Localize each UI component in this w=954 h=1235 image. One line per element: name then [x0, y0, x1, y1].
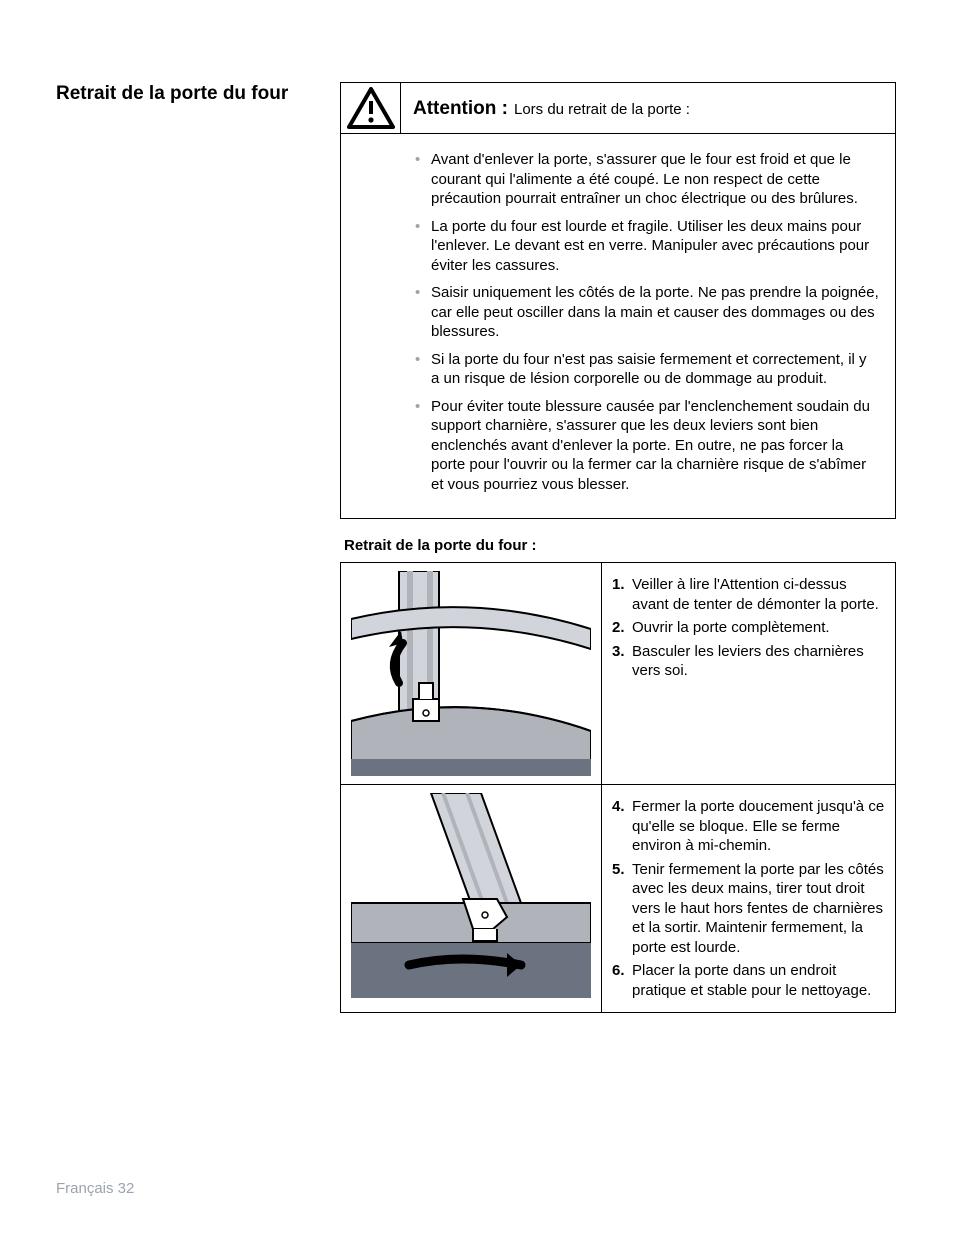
step-text: Fermer la porte doucement jusqu'à ce qu'…: [632, 797, 885, 856]
attention-subtitle: Lors du retrait de la porte :: [514, 101, 690, 118]
attention-body-spacer: [341, 134, 401, 518]
warning-triangle-icon: [347, 87, 395, 129]
step-number: 3.: [612, 642, 632, 681]
step-number: 6.: [612, 961, 632, 1000]
steps-text-cell: 1.Veiller à lire l'Attention ci-dessus a…: [602, 563, 896, 785]
step-item: 2.Ouvrir la porte complètement.: [612, 618, 885, 638]
step-text: Basculer les leviers des charnières vers…: [632, 642, 885, 681]
section-title: Retrait de la porte du four: [56, 82, 316, 106]
step-item: 1.Veiller à lire l'Attention ci-dessus a…: [612, 575, 885, 614]
attention-bullet: La porte du four est lourde et fragile. …: [409, 217, 879, 276]
steps-row: 4.Fermer la porte doucement jusqu'à ce q…: [341, 785, 896, 1013]
step-list: 1.Veiller à lire l'Attention ci-dessus a…: [612, 575, 885, 681]
door-lift-illustration: [351, 793, 591, 998]
step-number: 2.: [612, 618, 632, 638]
attention-body-row: Avant d'enlever la porte, s'assurer que …: [341, 134, 895, 518]
steps-text-cell: 4.Fermer la porte doucement jusqu'à ce q…: [602, 785, 896, 1013]
step-item: 5.Tenir fermement la porte par les côtés…: [612, 860, 885, 958]
attention-header-row: Attention : Lors du retrait de la porte …: [341, 83, 895, 134]
attention-bullet: Si la porte du four n'est pas saisie fer…: [409, 350, 879, 389]
page-footer: Français 32: [56, 1180, 134, 1197]
attention-bullet: Avant d'enlever la porte, s'assurer que …: [409, 150, 879, 209]
step-text: Ouvrir la porte complètement.: [632, 618, 885, 638]
steps-row: 1.Veiller à lire l'Attention ci-dessus a…: [341, 563, 896, 785]
attention-bullet: Pour éviter toute blessure causée par l'…: [409, 397, 879, 495]
step-text: Veiller à lire l'Attention ci-dessus ava…: [632, 575, 885, 614]
step-text: Tenir fermement la porte par les côtés a…: [632, 860, 885, 958]
step-item: 4.Fermer la porte doucement jusqu'à ce q…: [612, 797, 885, 856]
steps-table: 1.Veiller à lire l'Attention ci-dessus a…: [340, 562, 896, 1013]
attention-header-text: Attention : Lors du retrait de la porte …: [401, 83, 895, 133]
attention-bullet: Saisir uniquement les côtés de la porte.…: [409, 283, 879, 342]
page: Retrait de la porte du four Attention : …: [0, 0, 954, 1235]
step-item: 6.Placer la porte dans un endroit pratiq…: [612, 961, 885, 1000]
right-column: Attention : Lors du retrait de la porte …: [340, 82, 896, 1013]
attention-body: Avant d'enlever la porte, s'assurer que …: [401, 134, 895, 518]
step-number: 1.: [612, 575, 632, 614]
hinge-flip-illustration: [351, 571, 591, 776]
step-text: Placer la porte dans un endroit pratique…: [632, 961, 885, 1000]
step-item: 3.Basculer les leviers des charnières ve…: [612, 642, 885, 681]
illustration-cell: [341, 785, 602, 1013]
step-list: 4.Fermer la porte doucement jusqu'à ce q…: [612, 797, 885, 1000]
subheading: Retrait de la porte du four :: [344, 537, 896, 554]
attention-title: Attention :: [413, 98, 508, 120]
attention-bullet-list: Avant d'enlever la porte, s'assurer que …: [409, 150, 879, 494]
step-number: 4.: [612, 797, 632, 856]
step-number: 5.: [612, 860, 632, 958]
illustration-cell: [341, 563, 602, 785]
warning-icon-cell: [341, 83, 401, 133]
attention-box: Attention : Lors du retrait de la porte …: [340, 82, 896, 519]
left-column: Retrait de la porte du four: [56, 82, 316, 106]
